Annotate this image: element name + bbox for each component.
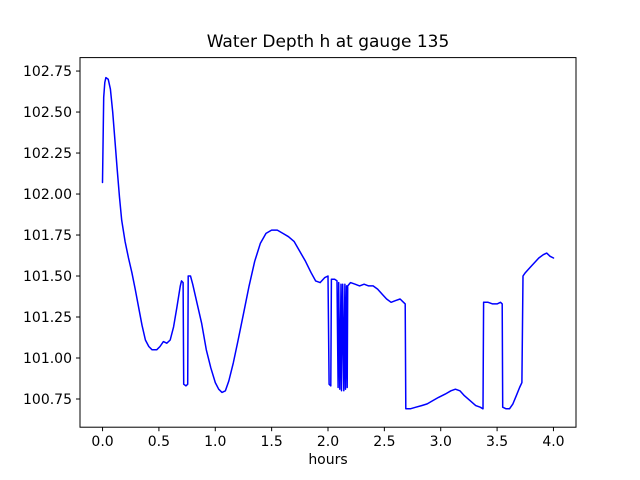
x-tick-label: 1.5 (261, 434, 283, 450)
x-tick-label: 0.0 (91, 434, 113, 450)
plot-frame (79, 57, 577, 428)
x-tick-label: 0.5 (148, 434, 170, 450)
chart-title: Water Depth h at gauge 135 (207, 32, 450, 52)
x-tick-label: 3.5 (486, 434, 508, 450)
x-tick-label: 2.0 (317, 434, 339, 450)
x-tick-label: 3.0 (430, 434, 452, 450)
y-tick-label: 101.50 (23, 269, 72, 285)
y-tick-label: 102.25 (23, 146, 72, 162)
y-tick-label: 101.00 (23, 351, 72, 367)
axis-ticks: 0.0 0.5 1.0 1.5 2.0 2.5 3.0 3.5 4.0 100.75 101.00 1… (23, 64, 565, 450)
y-tick-label: 102.50 (23, 105, 72, 121)
y-tick-label: 102.75 (23, 64, 72, 80)
x-tick-label: 2.5 (373, 434, 395, 450)
y-tick-label: 101.75 (23, 228, 72, 244)
y-tick-label: 102.00 (23, 187, 72, 203)
y-tick-label: 101.25 (23, 310, 72, 326)
data-line (101, 76, 555, 410)
x-tick-label: 4.0 (542, 434, 564, 450)
x-tick-label: 1.0 (204, 434, 226, 450)
y-tick-label: 100.75 (23, 392, 72, 408)
x-axis-label: hours (308, 452, 347, 468)
